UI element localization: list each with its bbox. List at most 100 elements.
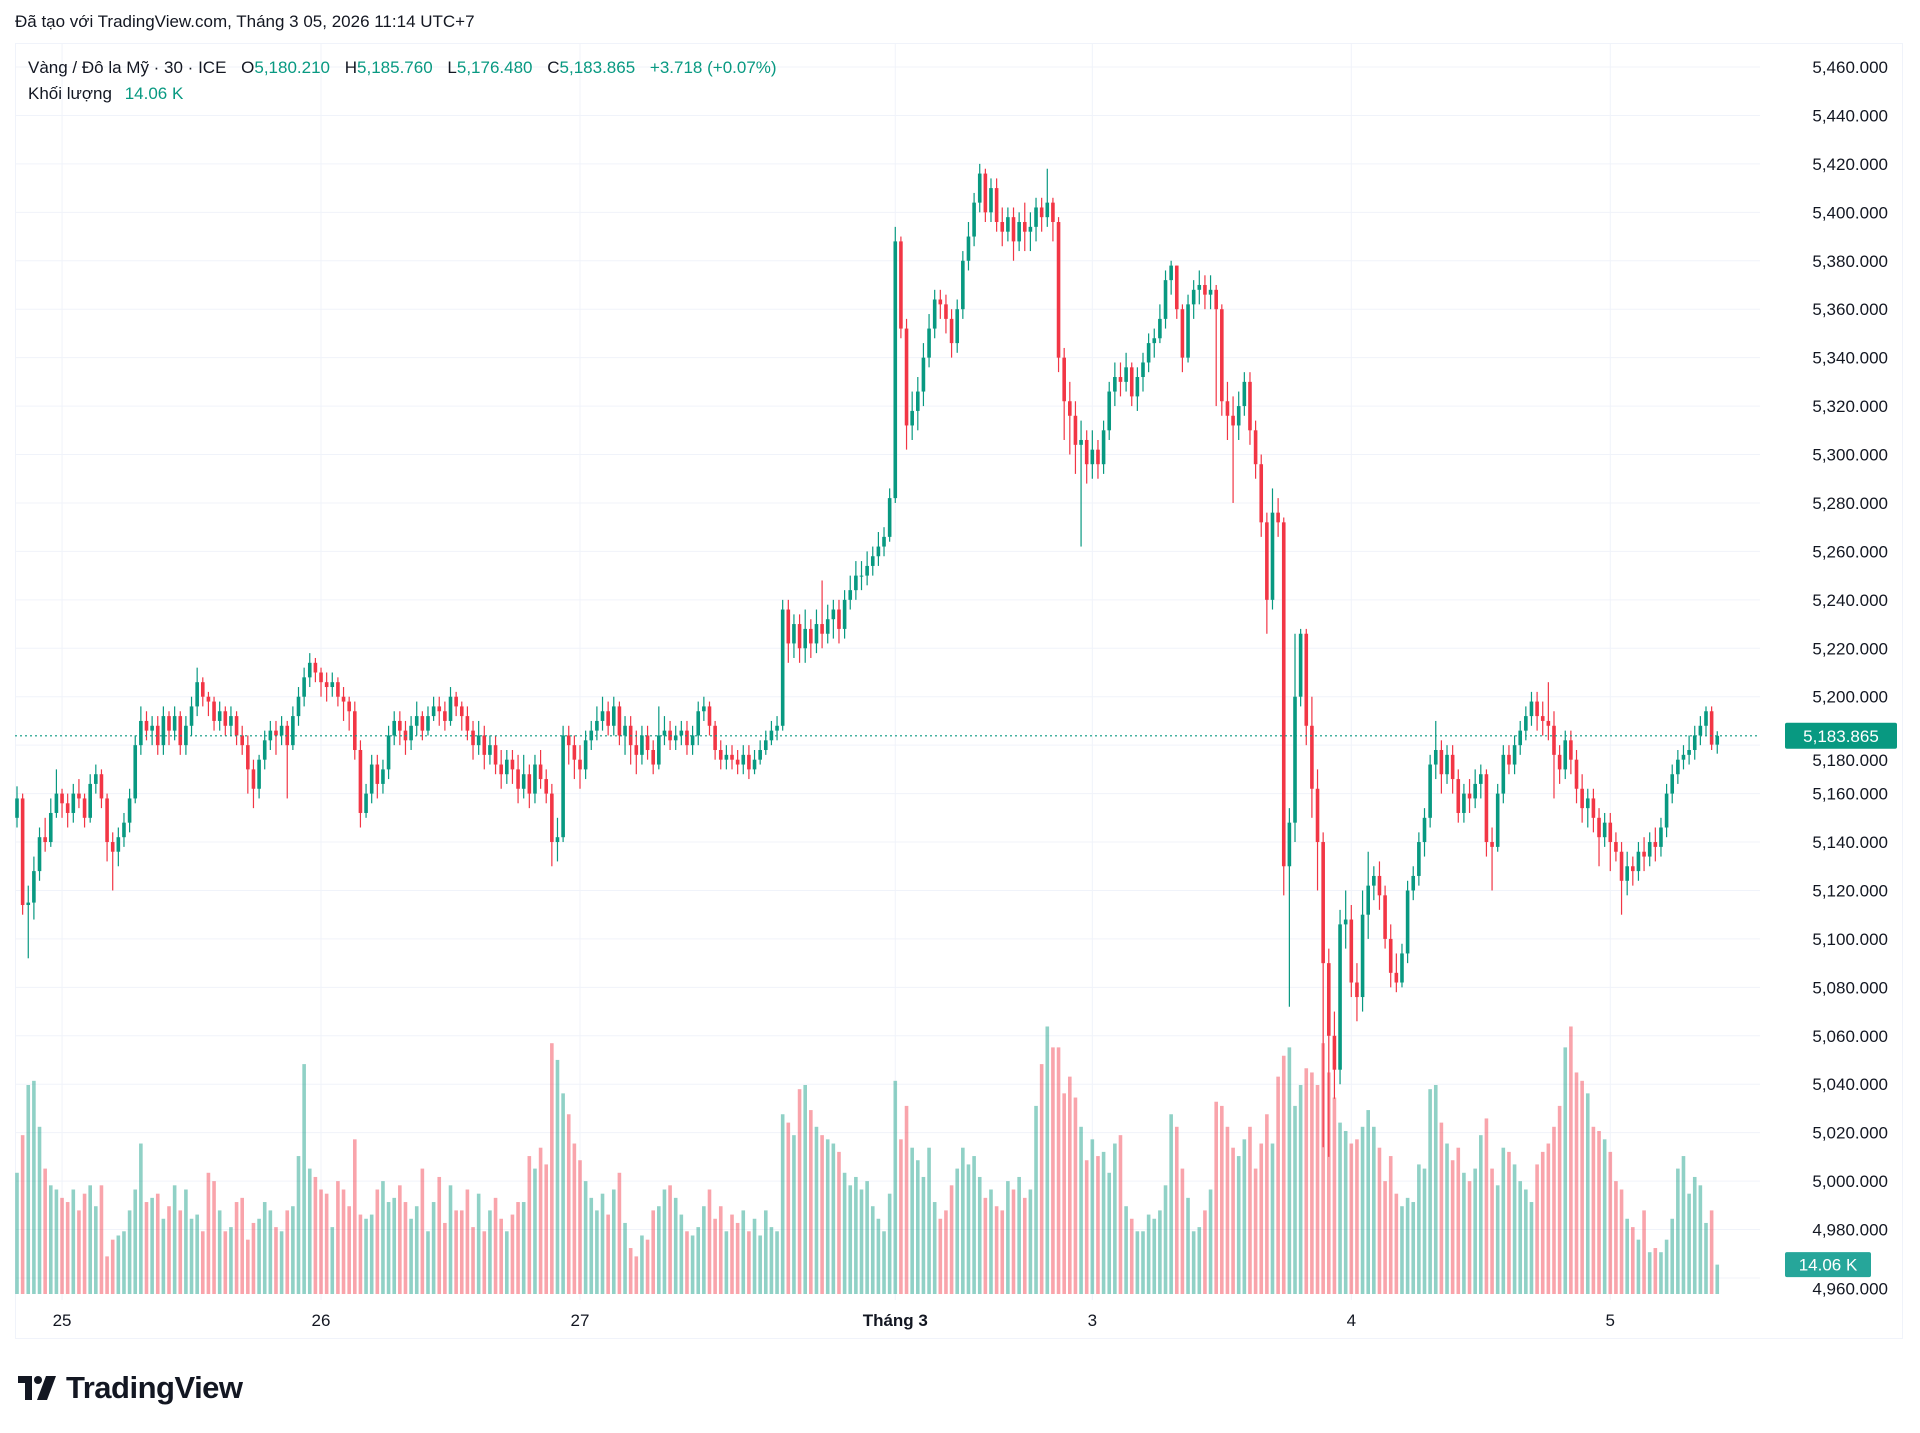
volume-bar (1315, 1085, 1320, 1294)
volume-bars (15, 1026, 1720, 1294)
volume-bar (1017, 1176, 1021, 1294)
candle-body (274, 730, 278, 736)
time-tick-label: 3 (1088, 1311, 1097, 1330)
volume-bar (831, 1143, 836, 1294)
volume-bar (341, 1189, 346, 1294)
volume-bar (1220, 1105, 1224, 1294)
candle-body (1631, 866, 1635, 872)
candle-body (1608, 822, 1613, 843)
candle-body (1310, 725, 1314, 789)
candle-body (1676, 759, 1680, 775)
volume-bar (634, 1256, 639, 1294)
volume-bar (690, 1235, 695, 1294)
candle-body (1647, 842, 1652, 857)
candle-body (375, 764, 380, 784)
volume-bar (1479, 1135, 1483, 1294)
candle-body (1141, 362, 1145, 378)
price-tick-label: 5,460.000 (1812, 58, 1888, 77)
candle-body (949, 318, 954, 344)
tradingview-logo[interactable]: TradingView (18, 1370, 243, 1406)
candle-body (1366, 885, 1370, 915)
volume-bar (685, 1231, 689, 1294)
volume-bar (420, 1168, 425, 1294)
volume-bar (1034, 1105, 1038, 1294)
candle-body (1276, 512, 1280, 523)
candle-body (1428, 764, 1432, 818)
volume-bar (116, 1235, 121, 1294)
candle-body (1518, 730, 1523, 746)
candle-body (1552, 725, 1556, 755)
candle-body (122, 822, 126, 838)
volume-bar (1129, 1218, 1134, 1294)
change-value: +3.718 (+0.07%) (649, 58, 777, 77)
candle-body (527, 774, 532, 794)
price-tick-label: 5,100.000 (1812, 930, 1888, 949)
price-tick-label: 5,040.000 (1812, 1075, 1888, 1094)
candle-body (544, 779, 549, 794)
volume-bar (1000, 1210, 1005, 1294)
candle-body (1203, 284, 1207, 295)
candle-body (1315, 788, 1320, 843)
candle-body (178, 716, 183, 746)
candle-body (1479, 774, 1483, 784)
candle-body (172, 716, 177, 731)
volume-bar (330, 1227, 335, 1294)
volume-bar (77, 1210, 81, 1294)
volume-bar (347, 1206, 351, 1294)
volume-bar (1118, 1135, 1123, 1294)
candle-body (409, 725, 413, 741)
volume-bar (769, 1227, 774, 1294)
candle-body (15, 798, 19, 818)
price-tick-label: 5,120.000 (1812, 881, 1888, 900)
volume-bar (1692, 1176, 1697, 1294)
volume-bar (1580, 1080, 1584, 1294)
candle-body (60, 793, 64, 804)
volume-bar (730, 1214, 734, 1294)
candle-body (1214, 289, 1218, 310)
volume-bar (1631, 1227, 1635, 1294)
candle-body (1349, 919, 1354, 983)
candle-body (645, 735, 650, 751)
candle-body (26, 902, 31, 906)
candle-body (1146, 343, 1151, 363)
volume-bar (1101, 1151, 1106, 1294)
candle-body (1462, 793, 1466, 813)
volume-bar (1400, 1206, 1404, 1294)
candle-body (246, 745, 250, 770)
volume-bar (32, 1080, 36, 1294)
candle-body (1135, 377, 1140, 397)
volume-bar (533, 1168, 537, 1294)
symbol-title[interactable]: Vàng / Đô la Mỹ · 30 · ICE (28, 58, 227, 77)
volume-bar (1152, 1218, 1157, 1294)
candle-body (313, 662, 318, 673)
volume-bar (94, 1206, 98, 1294)
volume-bar (302, 1064, 306, 1294)
candle-body (1439, 750, 1444, 775)
volume-bar (279, 1231, 284, 1294)
volume-bar (1214, 1101, 1218, 1294)
volume-bar (955, 1168, 960, 1294)
volume-bar (820, 1135, 824, 1294)
volume-bar (1242, 1139, 1247, 1294)
volume-bar (1383, 1181, 1387, 1294)
volume-bar (702, 1206, 706, 1294)
price-tick-label: 5,340.000 (1812, 349, 1888, 368)
candle-body (414, 716, 419, 726)
candle-body (1535, 701, 1539, 717)
candle-body (43, 837, 47, 843)
volume-bar (262, 1202, 267, 1294)
volume-bar (713, 1218, 717, 1294)
candle-body (730, 754, 734, 760)
volume-bar (1546, 1143, 1551, 1294)
candle-body (257, 759, 261, 789)
volume-bar (127, 1210, 132, 1294)
volume-label[interactable]: Khối lượng (28, 84, 112, 103)
volume-bar (1698, 1185, 1703, 1294)
volume-bar (983, 1197, 988, 1294)
volume-bar (1417, 1164, 1421, 1294)
candles (15, 163, 1720, 1157)
volume-bar (763, 1210, 768, 1294)
volume-bar (825, 1139, 830, 1294)
candle-body (1180, 309, 1185, 358)
